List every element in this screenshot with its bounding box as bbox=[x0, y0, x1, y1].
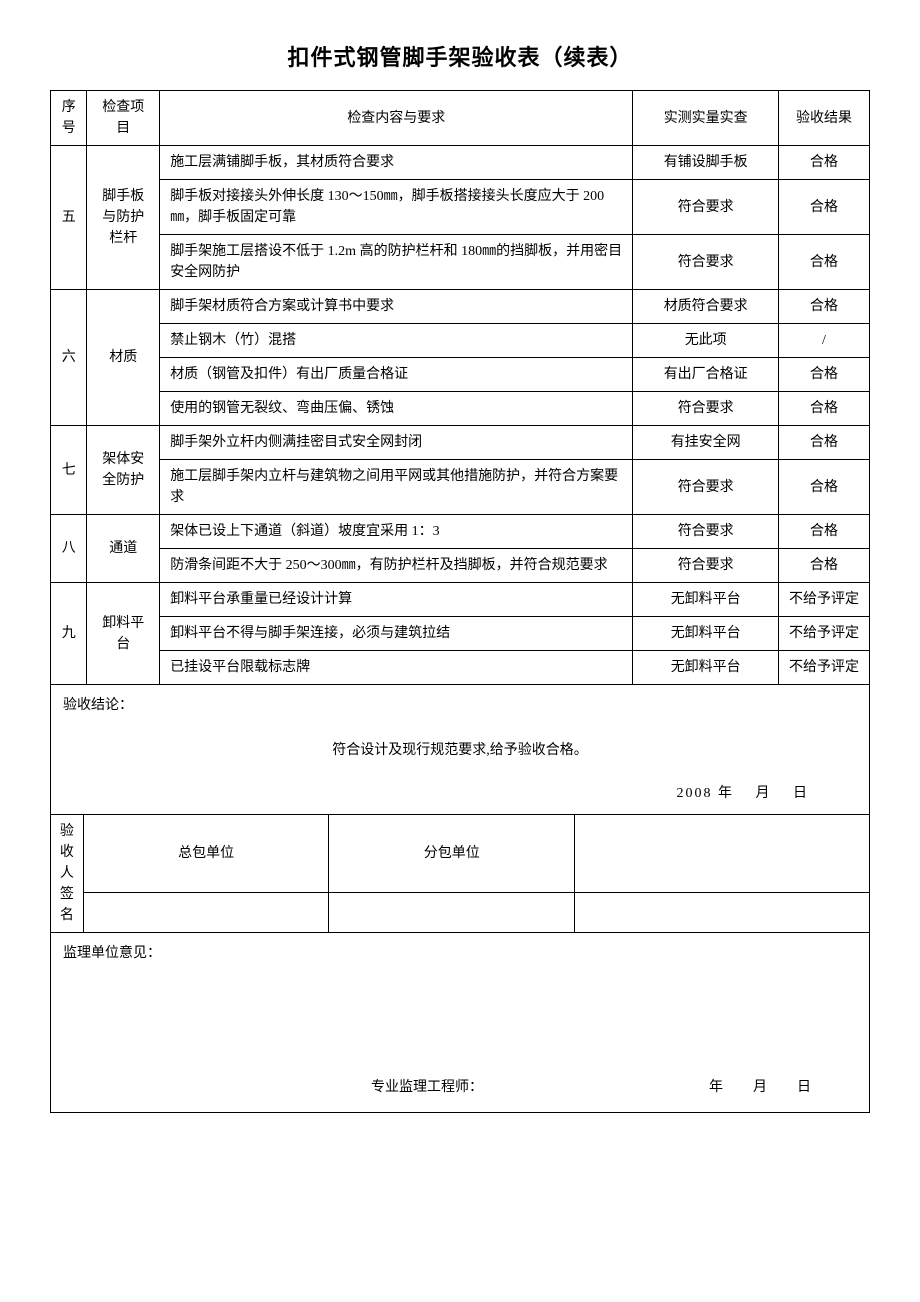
hdr-check: 实测实量实查 bbox=[633, 91, 779, 146]
row-result: 合格 bbox=[778, 290, 869, 324]
table-row: 脚手板对接接头外伸长度 130～150㎜，脚手板搭接接头长度应大于 200㎜，脚… bbox=[51, 180, 870, 235]
row-category: 通道 bbox=[87, 515, 160, 583]
row-check: 符合要求 bbox=[633, 235, 779, 290]
table-row: 防滑条间距不大于 250～300㎜，有防护栏杆及挡脚板，并符合规范要求符合要求合… bbox=[51, 549, 870, 583]
row-desc: 使用的钢管无裂纹、弯曲压偏、锈蚀 bbox=[160, 392, 633, 426]
table-row: 脚手架施工层搭设不低于 1.2m 高的防护栏杆和 180㎜的挡脚板，并用密目安全… bbox=[51, 235, 870, 290]
table-row: 使用的钢管无裂纹、弯曲压偏、锈蚀符合要求合格 bbox=[51, 392, 870, 426]
table-row: 施工层脚手架内立杆与建筑物之间用平网或其他措施防护，并符合方案要求符合要求合格 bbox=[51, 460, 870, 515]
row-desc: 材质（钢管及扣件）有出厂质量合格证 bbox=[160, 358, 633, 392]
row-result: 合格 bbox=[778, 426, 869, 460]
opinion-engineer: 专业监理工程师： bbox=[371, 1077, 483, 1098]
row-result: 不给予评定 bbox=[778, 651, 869, 685]
row-result: 合格 bbox=[778, 358, 869, 392]
row-check: 无卸料平台 bbox=[633, 617, 779, 651]
row-check: 符合要求 bbox=[633, 515, 779, 549]
sign-blank-1 bbox=[83, 893, 329, 933]
sign-blank-3 bbox=[575, 893, 870, 933]
row-result: 合格 bbox=[778, 180, 869, 235]
row-category: 材质 bbox=[87, 290, 160, 426]
hdr-result: 验收结果 bbox=[778, 91, 869, 146]
row-num: 六 bbox=[51, 290, 87, 426]
sign-col-general: 总包单位 bbox=[83, 815, 329, 893]
row-check: 无此项 bbox=[633, 324, 779, 358]
signature-table: 验收人签名 总包单位 分包单位 监理单位意见： 专业监理工程师： 年 月 日 bbox=[50, 815, 870, 1113]
row-check: 有铺设脚手板 bbox=[633, 146, 779, 180]
row-result: 合格 bbox=[778, 515, 869, 549]
row-check: 符合要求 bbox=[633, 392, 779, 426]
row-category: 脚手板与防护栏杆 bbox=[87, 146, 160, 290]
table-row: 禁止钢木（竹）混搭无此项/ bbox=[51, 324, 870, 358]
row-check: 符合要求 bbox=[633, 549, 779, 583]
row-num: 七 bbox=[51, 426, 87, 515]
table-row: 八通道架体已设上下通道（斜道）坡度宜采用 1：3符合要求合格 bbox=[51, 515, 870, 549]
opinion-date: 年 月 日 bbox=[709, 1077, 819, 1098]
opinion-label: 监理单位意见： bbox=[63, 943, 857, 964]
row-result: 合格 bbox=[778, 235, 869, 290]
row-desc: 防滑条间距不大于 250～300㎜，有防护栏杆及挡脚板，并符合规范要求 bbox=[160, 549, 633, 583]
opinion-cell: 监理单位意见： 专业监理工程师： 年 月 日 bbox=[51, 933, 870, 1113]
row-desc: 架体已设上下通道（斜道）坡度宜采用 1：3 bbox=[160, 515, 633, 549]
sign-col-sub: 分包单位 bbox=[329, 815, 575, 893]
page-title: 扣件式钢管脚手架验收表（续表） bbox=[50, 40, 870, 72]
row-num: 八 bbox=[51, 515, 87, 583]
row-desc: 脚手板对接接头外伸长度 130～150㎜，脚手板搭接接头长度应大于 200㎜，脚… bbox=[160, 180, 633, 235]
row-result: 合格 bbox=[778, 460, 869, 515]
row-desc: 施工层满铺脚手板，其材质符合要求 bbox=[160, 146, 633, 180]
inspection-table: 序号 检查项目 检查内容与要求 实测实量实查 验收结果 五脚手板与防护栏杆施工层… bbox=[50, 90, 870, 815]
row-desc: 脚手架材质符合方案或计算书中要求 bbox=[160, 290, 633, 324]
row-check: 无卸料平台 bbox=[633, 651, 779, 685]
table-row: 九卸料平台卸料平台承重量已经设计计算无卸料平台不给予评定 bbox=[51, 583, 870, 617]
row-num: 九 bbox=[51, 583, 87, 685]
table-row: 已挂设平台限载标志牌无卸料平台不给予评定 bbox=[51, 651, 870, 685]
table-row: 七架体安全防护脚手架外立杆内侧满挂密目式安全网封闭有挂安全网合格 bbox=[51, 426, 870, 460]
row-desc: 卸料平台不得与脚手架连接，必须与建筑拉结 bbox=[160, 617, 633, 651]
row-desc: 施工层脚手架内立杆与建筑物之间用平网或其他措施防护，并符合方案要求 bbox=[160, 460, 633, 515]
row-category: 卸料平台 bbox=[87, 583, 160, 685]
sign-col-empty bbox=[575, 815, 870, 893]
row-desc: 脚手架施工层搭设不低于 1.2m 高的防护栏杆和 180㎜的挡脚板，并用密目安全… bbox=[160, 235, 633, 290]
table-header-row: 序号 检查项目 检查内容与要求 实测实量实查 验收结果 bbox=[51, 91, 870, 146]
row-check: 无卸料平台 bbox=[633, 583, 779, 617]
sign-label: 验收人签名 bbox=[51, 815, 84, 933]
conclusion-label: 验收结论： bbox=[63, 695, 857, 716]
table-row: 材质（钢管及扣件）有出厂质量合格证有出厂合格证合格 bbox=[51, 358, 870, 392]
conclusion-cell: 验收结论： 符合设计及现行规范要求,给予验收合格。 2008 年 月 日 bbox=[51, 685, 870, 815]
conclusion-body: 符合设计及现行规范要求,给予验收合格。 bbox=[63, 740, 857, 761]
row-result: 合格 bbox=[778, 549, 869, 583]
row-desc: 脚手架外立杆内侧满挂密目式安全网封闭 bbox=[160, 426, 633, 460]
row-check: 有挂安全网 bbox=[633, 426, 779, 460]
hdr-num: 序号 bbox=[51, 91, 87, 146]
row-check: 有出厂合格证 bbox=[633, 358, 779, 392]
table-row: 六材质脚手架材质符合方案或计算书中要求材质符合要求合格 bbox=[51, 290, 870, 324]
hdr-category: 检查项目 bbox=[87, 91, 160, 146]
row-result: / bbox=[778, 324, 869, 358]
row-result: 合格 bbox=[778, 146, 869, 180]
table-row: 五脚手板与防护栏杆施工层满铺脚手板，其材质符合要求有铺设脚手板合格 bbox=[51, 146, 870, 180]
row-check: 符合要求 bbox=[633, 180, 779, 235]
row-desc: 卸料平台承重量已经设计计算 bbox=[160, 583, 633, 617]
conclusion-date: 2008 年 月 日 bbox=[677, 783, 810, 804]
row-result: 不给予评定 bbox=[778, 583, 869, 617]
row-result: 合格 bbox=[778, 392, 869, 426]
table-row: 卸料平台不得与脚手架连接，必须与建筑拉结无卸料平台不给予评定 bbox=[51, 617, 870, 651]
hdr-desc: 检查内容与要求 bbox=[160, 91, 633, 146]
row-category: 架体安全防护 bbox=[87, 426, 160, 515]
row-num: 五 bbox=[51, 146, 87, 290]
row-check: 符合要求 bbox=[633, 460, 779, 515]
row-desc: 已挂设平台限载标志牌 bbox=[160, 651, 633, 685]
row-desc: 禁止钢木（竹）混搭 bbox=[160, 324, 633, 358]
row-result: 不给予评定 bbox=[778, 617, 869, 651]
sign-blank-2 bbox=[329, 893, 575, 933]
row-check: 材质符合要求 bbox=[633, 290, 779, 324]
